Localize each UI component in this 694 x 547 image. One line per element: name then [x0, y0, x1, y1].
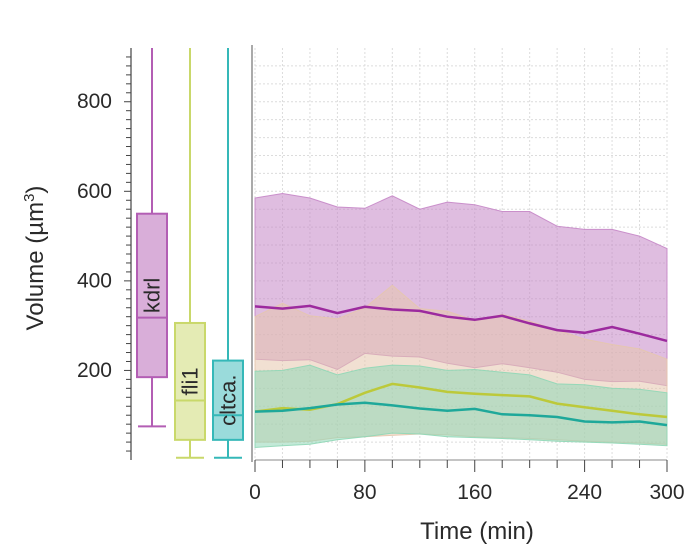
y-tick-label: 800 [77, 90, 112, 113]
boxplot-cltca: cltca. [212, 48, 244, 459]
y-axis-title-close: ) [22, 186, 49, 194]
y-axis-title: Volume (µm3) [21, 186, 49, 331]
band-cltca [254, 364, 668, 449]
y-tick-label: 400 [77, 269, 112, 292]
x-tick-label: 80 [353, 481, 376, 504]
box [174, 321, 206, 441]
box-label: kdrl [140, 278, 165, 313]
box [212, 359, 244, 441]
y-axis-title-main: Volume (µm [22, 202, 49, 331]
median-lines [254, 304, 668, 427]
y-axis-title-superscript: 3 [21, 194, 38, 202]
box-label: fli1 [178, 367, 203, 395]
x-tick-label: 0 [249, 481, 261, 504]
x-tick-label: 160 [457, 481, 492, 504]
x-axis-title: Time (min) [420, 518, 534, 545]
y-tick-label: 600 [77, 180, 112, 203]
box-label: cltca. [216, 375, 241, 426]
boxplot-fli1: fli1 [174, 48, 206, 459]
x-tick-label: 300 [649, 481, 684, 504]
boxplot-kdrl: kdrl [136, 48, 168, 428]
boxplots: kdrl fli1 cltca. [136, 48, 244, 459]
median-line-kdrl [254, 304, 668, 343]
x-tick-label: 240 [567, 481, 602, 504]
median-line-cltca [254, 401, 668, 427]
axes: 200 400 600 800 0 80 160 240 300 [77, 45, 685, 504]
box [136, 212, 168, 379]
y-tick-label: 200 [77, 359, 112, 382]
